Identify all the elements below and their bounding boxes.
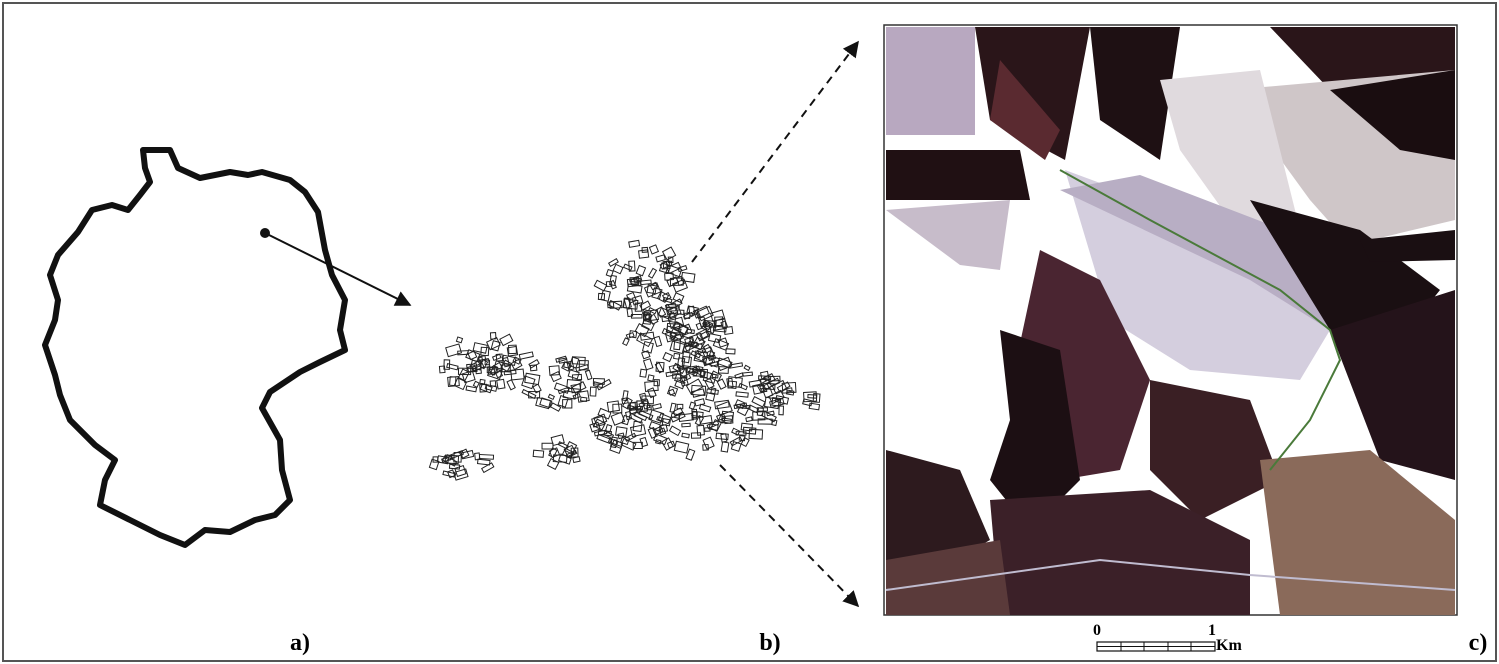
panel-label: a): [290, 630, 310, 656]
figure: 0 1 Km a) b) c): [0, 0, 1499, 664]
panel-label: b): [759, 630, 780, 656]
panel-label: c): [1469, 630, 1488, 656]
scale-unit: Km: [1216, 637, 1242, 654]
satellite-image: [884, 25, 1457, 615]
page: 0 1 Km a) b) c) (() => { const data = JS…: [0, 0, 1499, 664]
scale-start: 0: [1093, 622, 1101, 639]
scale-end: 1: [1208, 622, 1216, 639]
